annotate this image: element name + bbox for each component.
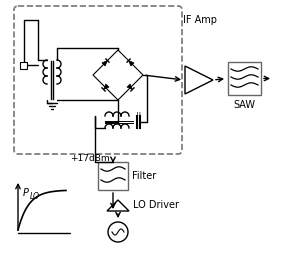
Polygon shape bbox=[129, 60, 134, 66]
Polygon shape bbox=[185, 66, 213, 94]
Circle shape bbox=[108, 222, 128, 242]
Text: +17dBm: +17dBm bbox=[70, 154, 110, 163]
Text: Filter: Filter bbox=[132, 171, 156, 181]
Text: LO Driver: LO Driver bbox=[133, 200, 179, 210]
Text: LO: LO bbox=[30, 192, 40, 201]
Text: SAW: SAW bbox=[234, 100, 255, 110]
Text: IF Amp: IF Amp bbox=[183, 15, 217, 25]
Text: P: P bbox=[23, 188, 29, 198]
Polygon shape bbox=[104, 84, 109, 89]
Text: ||: || bbox=[136, 112, 141, 121]
Bar bbox=[228, 62, 261, 95]
Polygon shape bbox=[107, 200, 129, 211]
Polygon shape bbox=[102, 60, 107, 66]
Bar bbox=[20, 62, 27, 68]
Polygon shape bbox=[127, 84, 132, 89]
Bar bbox=[98, 162, 128, 190]
